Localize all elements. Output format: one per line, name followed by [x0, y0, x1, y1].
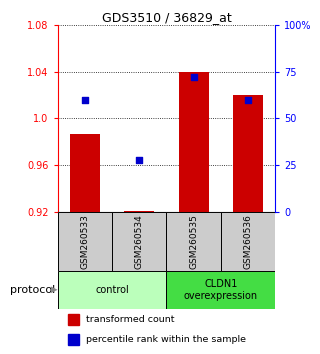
- Text: GSM260535: GSM260535: [189, 214, 198, 269]
- Bar: [166, 271, 275, 309]
- Point: [137, 157, 142, 162]
- Text: GSM260536: GSM260536: [244, 214, 252, 269]
- Point: [191, 74, 196, 80]
- Bar: [179, 72, 209, 212]
- Bar: [68, 333, 79, 345]
- Bar: [58, 271, 166, 309]
- Bar: [124, 211, 154, 212]
- Text: percentile rank within the sample: percentile rank within the sample: [86, 335, 246, 344]
- Text: control: control: [95, 285, 129, 295]
- Text: GSM260534: GSM260534: [135, 214, 144, 269]
- Bar: [68, 314, 79, 325]
- Bar: [233, 95, 263, 212]
- Text: GSM260533: GSM260533: [80, 214, 89, 269]
- Title: GDS3510 / 36829_at: GDS3510 / 36829_at: [101, 11, 231, 24]
- Bar: [221, 212, 275, 271]
- Bar: [112, 212, 166, 271]
- Point: [82, 97, 87, 103]
- Bar: [166, 212, 221, 271]
- Text: protocol: protocol: [10, 285, 55, 295]
- Text: CLDN1
overexpression: CLDN1 overexpression: [184, 279, 258, 301]
- Text: transformed count: transformed count: [86, 315, 174, 324]
- Point: [245, 97, 251, 103]
- Bar: [58, 212, 112, 271]
- Bar: [70, 134, 100, 212]
